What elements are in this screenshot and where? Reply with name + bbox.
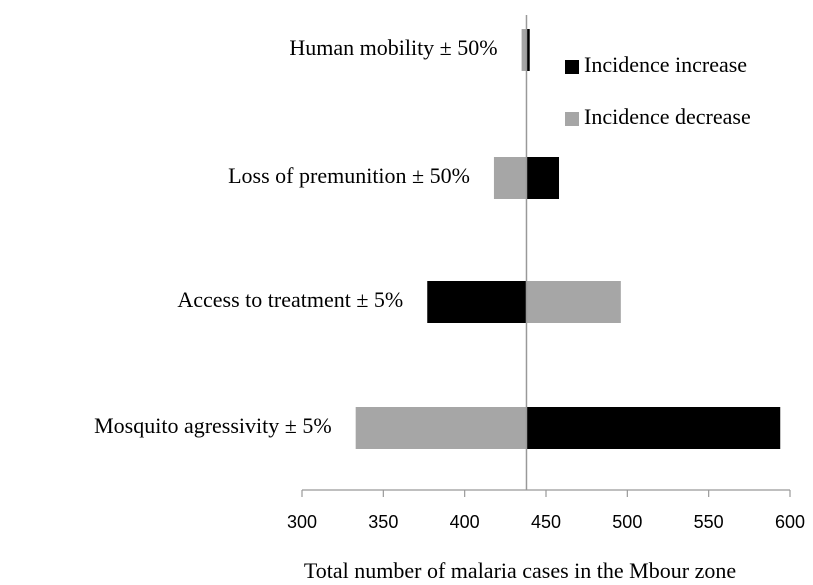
bar [526, 281, 621, 323]
x-tick-label: 350 [368, 512, 398, 532]
legend-label: Incidence decrease [584, 104, 751, 129]
x-tick-label: 600 [775, 512, 805, 532]
category-label: Human mobility ± 50% [289, 35, 497, 60]
bar [427, 281, 527, 323]
bar [493, 157, 527, 199]
legend-swatch [565, 112, 579, 126]
bar [526, 157, 560, 199]
bar [526, 407, 781, 449]
category-label: Mosquito agressivity ± 5% [94, 413, 332, 438]
x-axis-label: Total number of malaria cases in the Mbo… [304, 558, 736, 583]
legend-swatch [565, 60, 579, 74]
x-tick-label: 550 [694, 512, 724, 532]
x-tick-label: 400 [450, 512, 480, 532]
category-label: Access to treatment ± 5% [177, 287, 403, 312]
x-tick-label: 450 [531, 512, 561, 532]
bar [521, 29, 527, 71]
x-tick-label: 500 [612, 512, 642, 532]
category-label: Loss of premunition ± 50% [228, 163, 470, 188]
bar [526, 29, 530, 71]
x-tick-label: 300 [287, 512, 317, 532]
bar [355, 407, 527, 449]
legend-label: Incidence increase [584, 52, 747, 77]
